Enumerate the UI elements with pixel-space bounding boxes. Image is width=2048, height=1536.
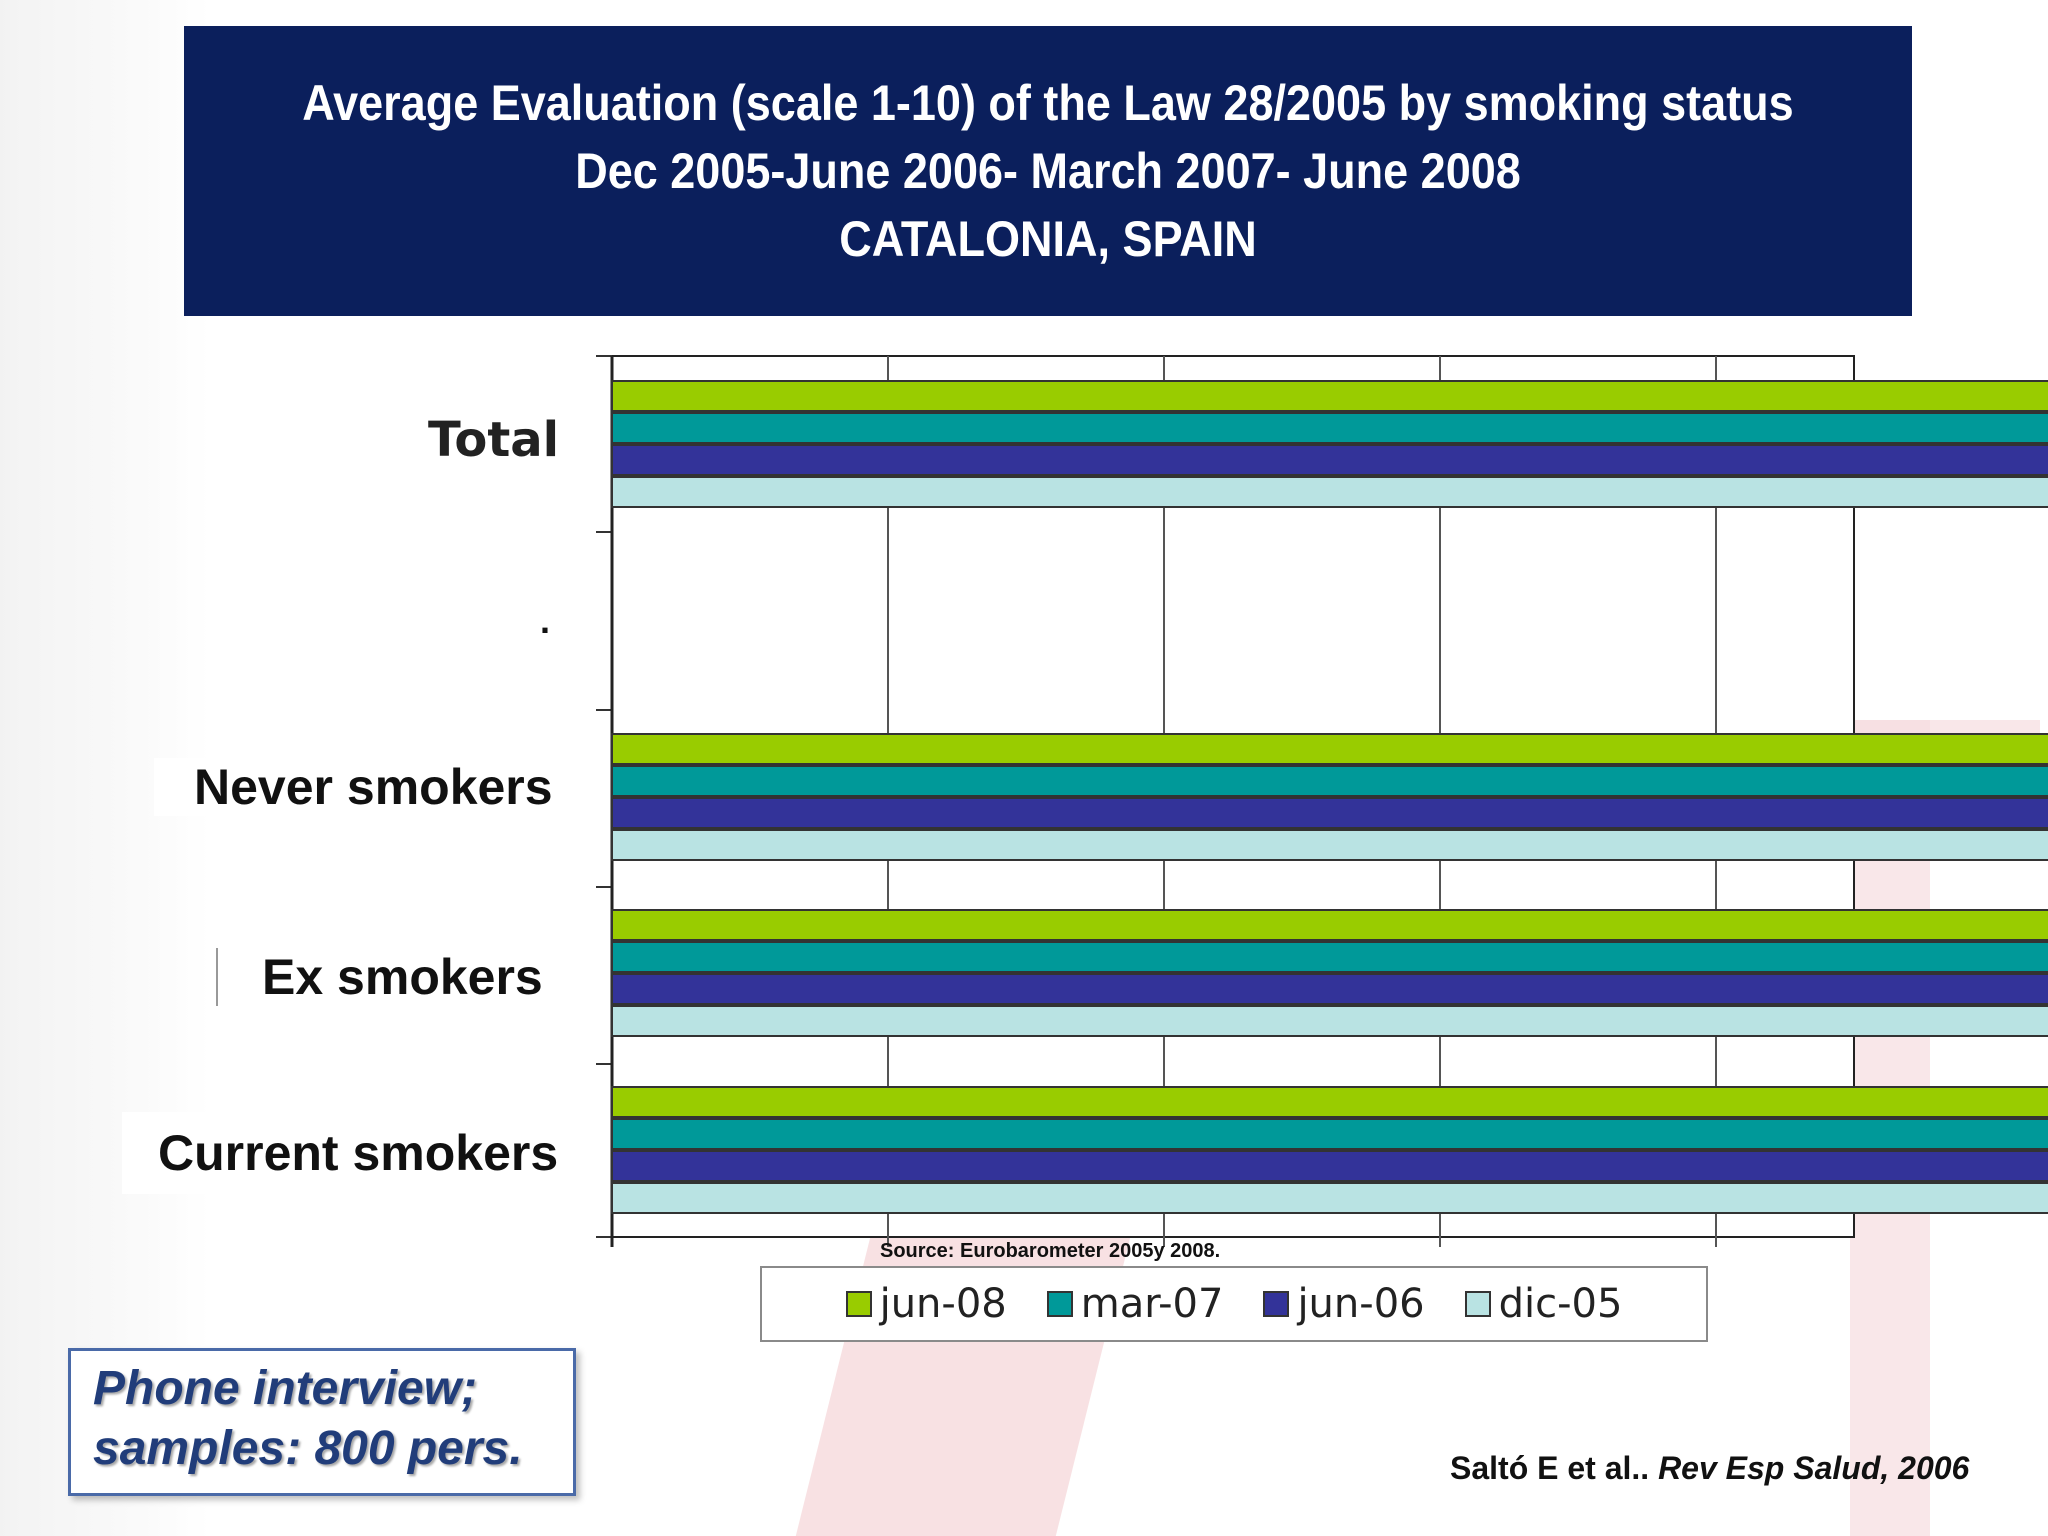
bar	[611, 765, 2048, 797]
bar	[611, 733, 2048, 765]
title-banner: Average Evaluation (scale 1-10) of the L…	[184, 26, 1912, 316]
bar	[611, 797, 2048, 829]
bar	[611, 444, 2048, 476]
legend-item-mar-07: mar-07	[1046, 1281, 1224, 1327]
method-note-box: Phone interview; samples: 800 pers.	[68, 1348, 576, 1496]
legend-label-jun-06: jun-06	[1297, 1281, 1425, 1327]
bar	[611, 1150, 2048, 1182]
legend-item-dic-05: dic-05	[1464, 1281, 1623, 1327]
bar	[611, 380, 2048, 412]
method-note-line-1: Phone interview;	[93, 1362, 478, 1415]
legend-swatch-jun-06	[1263, 1291, 1290, 1317]
legend-item-jun-08: jun-08	[845, 1281, 1007, 1327]
title-line-2: Dec 2005-June 2006- March 2007- June 200…	[575, 143, 1521, 199]
bar	[611, 1086, 2048, 1118]
legend-swatch-jun-08	[845, 1291, 872, 1317]
bar	[611, 909, 2048, 941]
category-label-ex-smokers: Ex smokers	[216, 948, 549, 1006]
category-label-current-smokers: Current smokers	[122, 1112, 565, 1194]
legend-label-mar-07: mar-07	[1080, 1281, 1224, 1327]
method-note-line-2: samples: 800 pers.	[93, 1422, 523, 1475]
bar	[611, 476, 2048, 508]
legend-label-jun-08: jun-08	[879, 1281, 1007, 1327]
bar	[611, 1005, 2048, 1037]
citation-authors: Saltó E et al..	[1450, 1450, 1659, 1486]
bar	[611, 1182, 2048, 1214]
category-label-blank: .	[540, 600, 551, 641]
bar	[611, 941, 2048, 973]
bar	[611, 973, 2048, 1005]
chart-legend: jun-08 mar-07 jun-06 dic-05	[760, 1266, 1708, 1342]
source-note: Source: Eurobarometer 2005y 2008.	[880, 1240, 1221, 1262]
legend-swatch-mar-07	[1046, 1291, 1073, 1317]
legend-item-jun-06: jun-06	[1263, 1281, 1425, 1327]
bar	[611, 829, 2048, 861]
citation-journal: Rev Esp Salud, 2006	[1658, 1450, 1970, 1486]
title-line-3: CATALONIA, SPAIN	[839, 211, 1257, 267]
legend-label-dic-05: dic-05	[1498, 1281, 1623, 1327]
category-label-total: Total	[428, 412, 560, 468]
citation: Saltó E et al.. Rev Esp Salud, 2006	[1450, 1450, 1969, 1487]
category-label-never-smokers: Never smokers	[154, 758, 559, 816]
legend-swatch-dic-05	[1464, 1291, 1491, 1317]
title-line-1: Average Evaluation (scale 1-10) of the L…	[302, 75, 1794, 131]
bar	[611, 412, 2048, 444]
bar	[611, 1118, 2048, 1150]
